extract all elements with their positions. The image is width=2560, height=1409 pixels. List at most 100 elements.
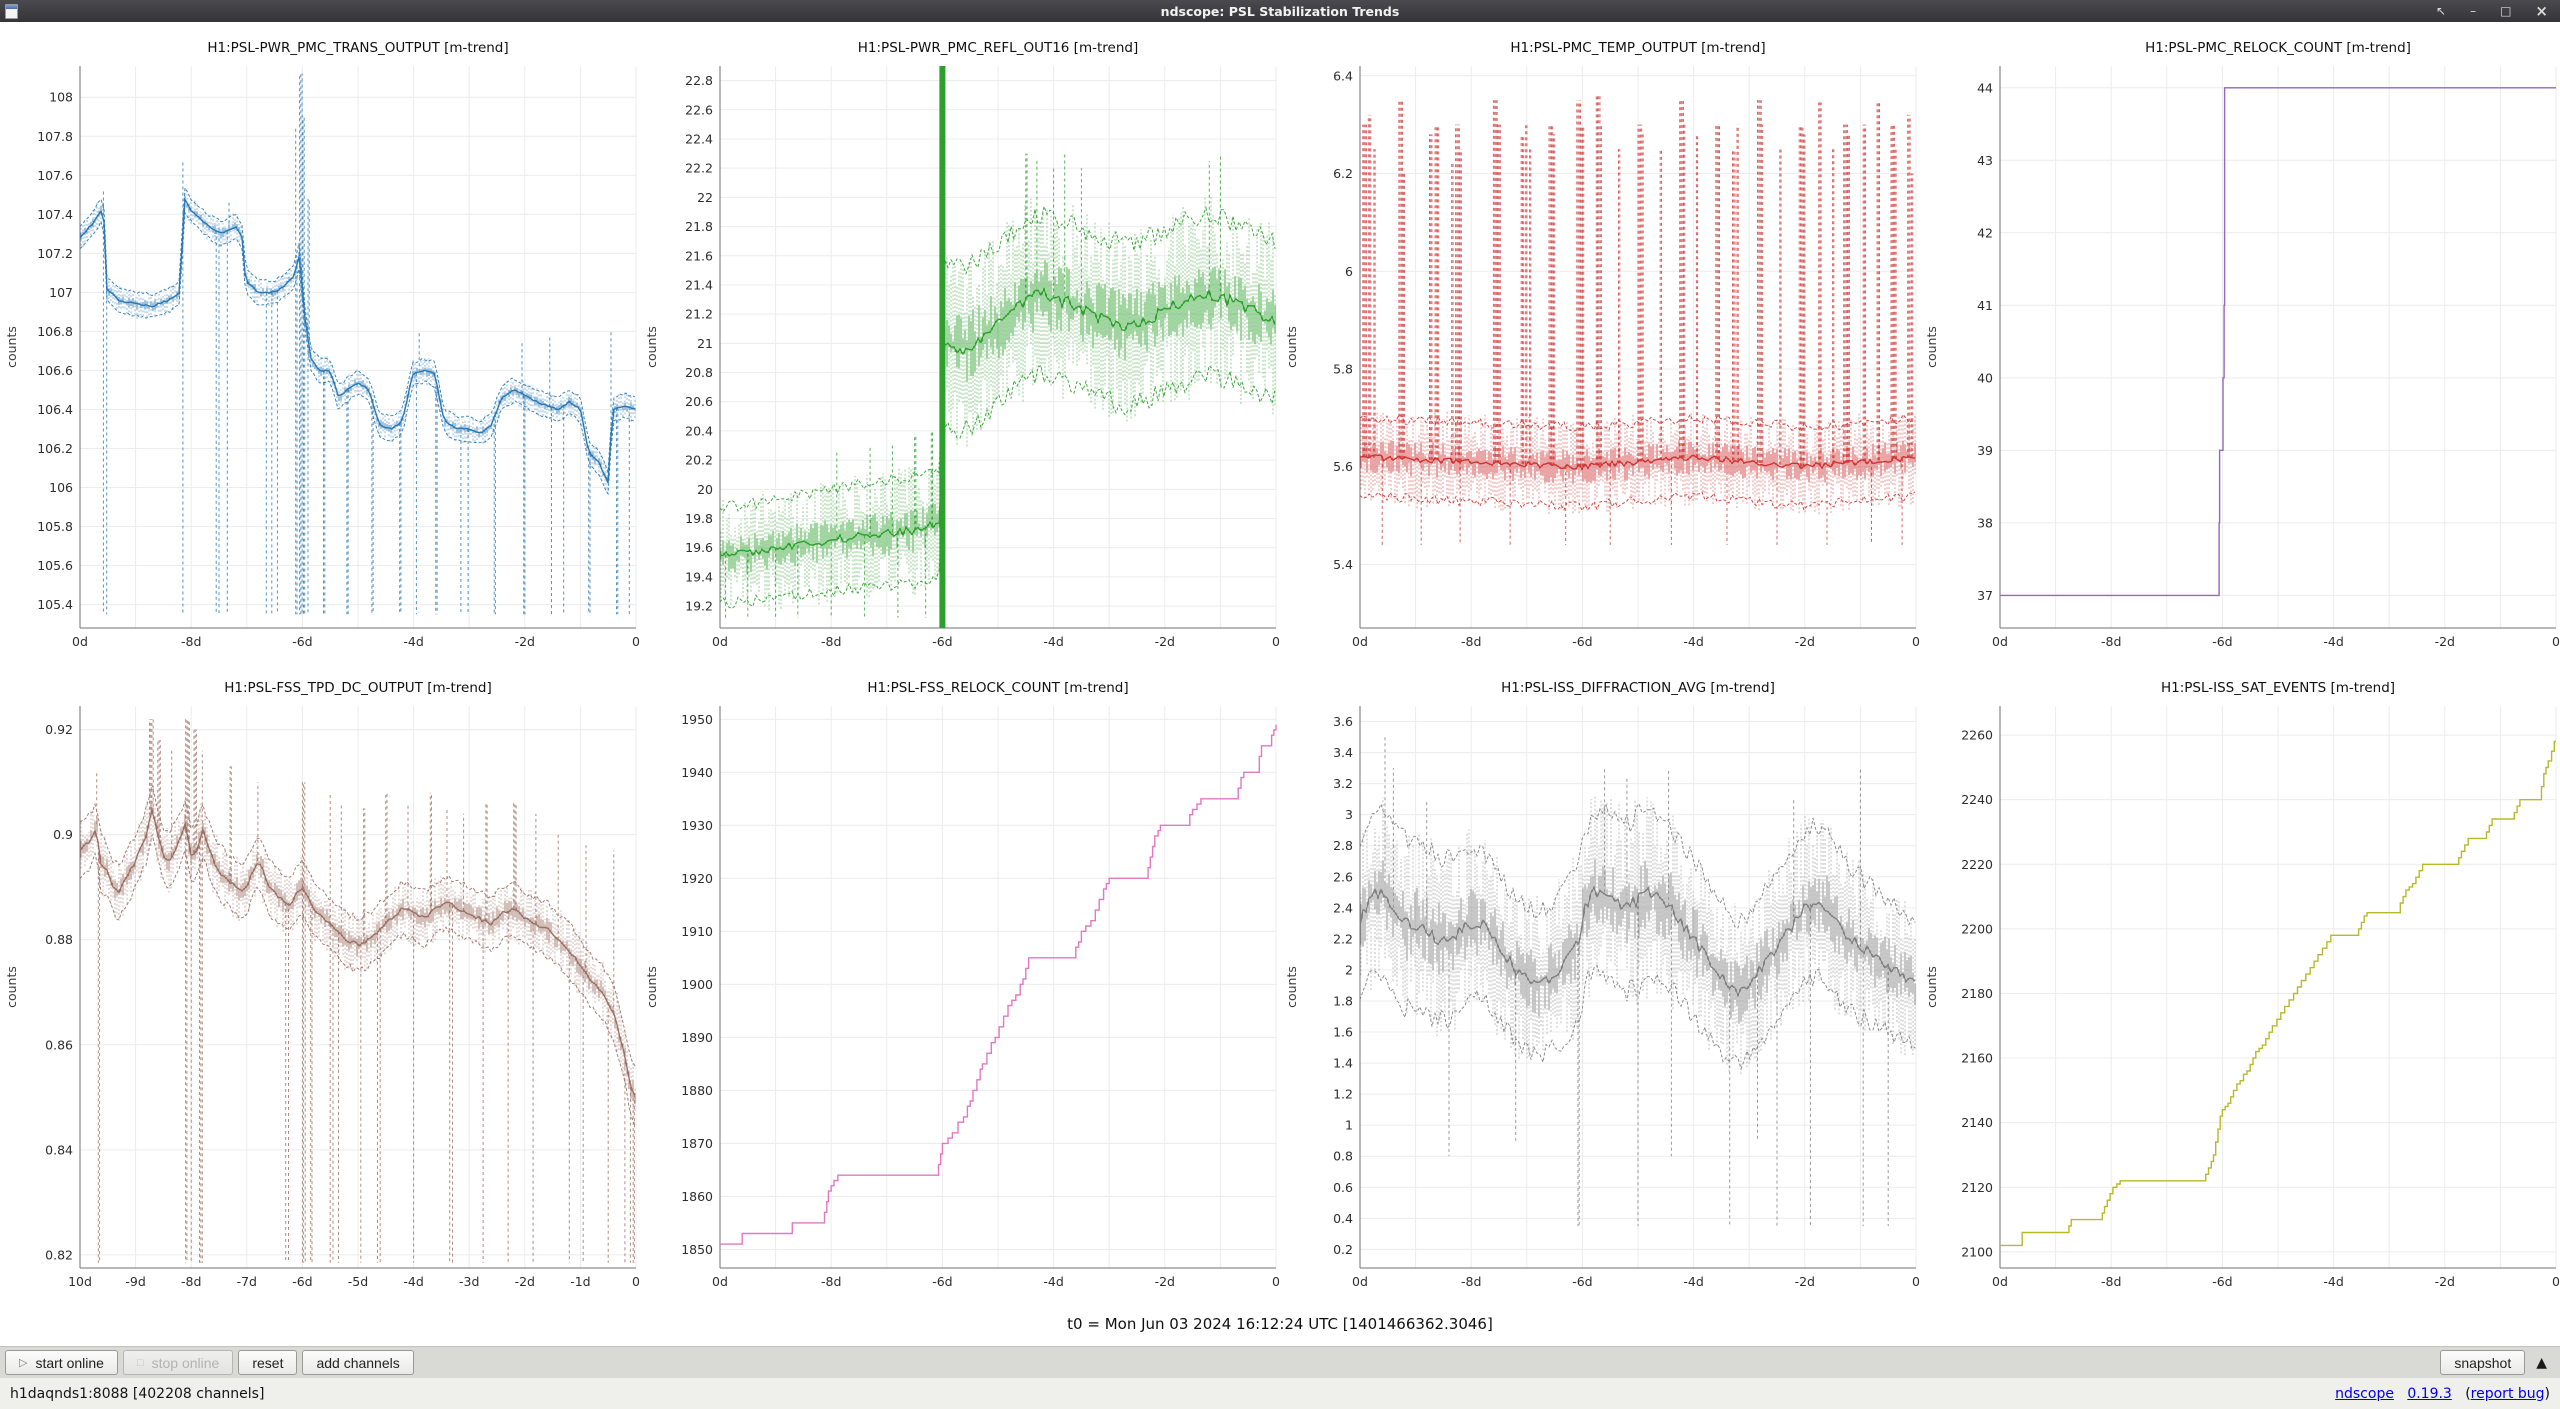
ndscope-link[interactable]: ndscope [2335,1385,2394,1402]
reset-label: reset [252,1354,284,1371]
svg-text:105.4: 105.4 [37,597,73,612]
report-bug-link[interactable]: report bug [2470,1385,2545,1402]
svg-text:19.2: 19.2 [685,599,713,614]
svg-text:19.4: 19.4 [685,569,713,584]
svg-text:6: 6 [1345,264,1353,279]
svg-text:0d: 0d [72,634,88,649]
svg-text:0: 0 [2552,634,2560,649]
shade-window-icon[interactable]: ↖ [2436,4,2447,18]
svg-text:19.6: 19.6 [685,540,713,555]
svg-text:3.2: 3.2 [1333,776,1353,791]
maximize-window-icon[interactable]: □ [2500,4,2512,18]
svg-text:1.4: 1.4 [1333,1056,1353,1071]
svg-text:-2d: -2d [1155,1274,1175,1289]
svg-text:2220: 2220 [1961,857,1993,872]
add-channels-button[interactable]: add channels [302,1350,414,1375]
svg-text:-4d: -4d [2323,634,2343,649]
stop-online-button[interactable]: □ stop online [122,1350,234,1375]
svg-text:1850: 1850 [681,1242,713,1257]
svg-text:2.6: 2.6 [1333,869,1353,884]
svg-text:39: 39 [1977,443,1993,458]
svg-text:counts: counts [1924,326,1939,368]
svg-text:2140: 2140 [1961,1115,1993,1130]
app-window-icon[interactable] [5,3,18,19]
svg-text:37: 37 [1977,588,1993,603]
svg-text:1.2: 1.2 [1333,1087,1353,1102]
svg-text:-8d: -8d [2101,634,2121,649]
svg-text:1870: 1870 [681,1136,713,1151]
plot-fss-relock-count[interactable]: H1:PSL-FSS_RELOCK_COUNT [m-trend] counts 1… [640,662,1280,1302]
start-online-button[interactable]: ▷ start online [5,1350,118,1375]
minimize-window-icon[interactable]: – [2470,4,2477,18]
svg-text:40: 40 [1977,370,1993,385]
svg-text:108: 108 [49,90,73,105]
about-links: ndscope 0.19.3 (report bug) [2335,1385,2550,1402]
plot-fss-tpd-dc-output[interactable]: H1:PSL-FSS_TPD_DC_OUTPUT [m-trend] counts… [0,662,640,1302]
snapshot-button[interactable]: snapshot [2440,1350,2526,1375]
plot-pwr-pmc-trans-output[interactable]: H1:PSL-PWR_PMC_TRANS_OUTPUT [m-trend] cou… [0,22,640,662]
svg-text:106.8: 106.8 [37,324,73,339]
svg-text:22: 22 [697,190,713,205]
svg-text:H1:PSL-ISS_DIFFRACTION_AVG [m-: H1:PSL-ISS_DIFFRACTION_AVG [m-trend] [1501,680,1775,696]
svg-text:-8d: -8d [1461,634,1481,649]
svg-text:-6d: -6d [292,1274,312,1289]
expand-panel-arrow-icon[interactable]: ▲ [2536,1354,2547,1371]
svg-text:0.9: 0.9 [53,827,73,842]
svg-text:1.6: 1.6 [1333,1025,1353,1040]
svg-text:-6d: -6d [1572,634,1592,649]
svg-text:5.4: 5.4 [1333,557,1353,572]
plot-pmc-temp-output[interactable]: H1:PSL-PMC_TEMP_OUTPUT [m-trend] counts 5.… [1280,22,1920,662]
plot-pmc-relock-count[interactable]: H1:PSL-PMC_RELOCK_COUNT [m-trend] counts 3… [1920,22,2560,662]
svg-text:107.4: 107.4 [37,207,73,222]
t0-row: t0 = Mon Jun 03 2024 16:12:24 UTC [14014… [0,1302,2560,1346]
svg-text:0: 0 [1272,1274,1280,1289]
svg-text:-4d: -4d [1683,1274,1703,1289]
svg-text:counts: counts [4,326,19,368]
svg-text:5.6: 5.6 [1333,459,1353,474]
svg-text:-2d: -2d [2435,1274,2455,1289]
svg-text:0.4: 0.4 [1333,1211,1353,1226]
svg-text:H1:PSL-PWR_PMC_TRANS_OUTPUT [m: H1:PSL-PWR_PMC_TRANS_OUTPUT [m-trend] [207,40,508,56]
svg-text:22.2: 22.2 [685,161,713,176]
plot-iss-sat-events[interactable]: H1:PSL-ISS_SAT_EVENTS [m-trend] counts 210… [1920,662,2560,1302]
stop-online-label: stop online [151,1354,220,1371]
svg-text:-2d: -2d [515,634,535,649]
svg-text:-8d: -8d [821,634,841,649]
svg-text:2100: 2100 [1961,1244,1993,1259]
close-window-icon[interactable]: × [2535,1,2548,20]
plot-iss-diffraction-avg[interactable]: H1:PSL-ISS_DIFFRACTION_AVG [m-trend] coun… [1280,662,1920,1302]
svg-text:2.8: 2.8 [1333,838,1353,853]
svg-text:2: 2 [1345,962,1353,977]
plot-pwr-pmc-refl-out16[interactable]: H1:PSL-PWR_PMC_REFL_OUT16 [m-trend] count… [640,22,1280,662]
svg-text:0.8: 0.8 [1333,1149,1353,1164]
reset-button[interactable]: reset [238,1350,298,1375]
svg-text:107.6: 107.6 [37,168,73,183]
svg-text:2240: 2240 [1961,792,1993,807]
svg-text:-2d: -2d [1155,634,1175,649]
start-online-label: start online [35,1354,104,1371]
svg-text:38: 38 [1977,515,1993,530]
svg-text:20.8: 20.8 [685,365,713,380]
svg-text:0d: 0d [712,634,728,649]
stop-icon: □ [136,1356,144,1369]
svg-text:0d: 0d [1992,634,2008,649]
svg-text:H1:PSL-ISS_SAT_EVENTS [m-trend: H1:PSL-ISS_SAT_EVENTS [m-trend] [2161,680,2395,696]
svg-text:0d: 0d [1352,634,1368,649]
svg-text:0: 0 [1272,634,1280,649]
svg-text:H1:PSL-PWR_PMC_REFL_OUT16 [m-t: H1:PSL-PWR_PMC_REFL_OUT16 [m-trend] [858,40,1138,56]
svg-text:counts: counts [1284,326,1299,368]
statusbar: h1daqnds1:8088 [402208 channels] ndscope… [0,1378,2560,1409]
svg-text:counts: counts [644,326,659,368]
version-link[interactable]: 0.19.3 [2407,1385,2452,1402]
svg-text:106: 106 [49,480,73,495]
svg-text:0: 0 [632,1274,640,1289]
svg-text:H1:PSL-PMC_TEMP_OUTPUT [m-tren: H1:PSL-PMC_TEMP_OUTPUT [m-trend] [1510,40,1765,56]
svg-text:0: 0 [2552,1274,2560,1289]
svg-text:-8d: -8d [821,1274,841,1289]
svg-text:3.4: 3.4 [1333,745,1353,760]
svg-text:1860: 1860 [681,1189,713,1204]
svg-text:6.4: 6.4 [1333,68,1353,83]
svg-text:42: 42 [1977,225,1993,240]
svg-text:107.8: 107.8 [37,129,73,144]
svg-text:-1d: -1d [570,1274,590,1289]
